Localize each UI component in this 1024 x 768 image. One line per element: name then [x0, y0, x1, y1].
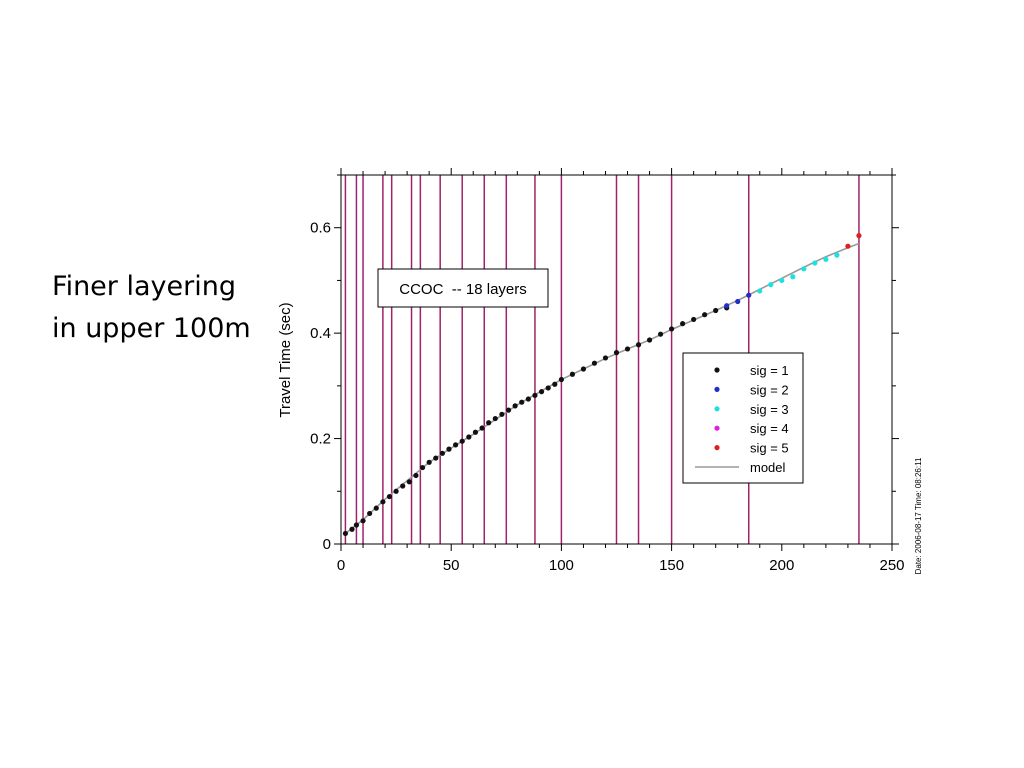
- data-point: [757, 288, 763, 294]
- legend-marker: [714, 386, 720, 392]
- data-point: [486, 420, 492, 426]
- data-point: [635, 342, 642, 348]
- data-point: [845, 243, 851, 249]
- data-point: [812, 260, 818, 266]
- y-tick-label: 0.6: [310, 220, 331, 237]
- legend-label: sig = 5: [750, 441, 789, 456]
- data-point: [569, 371, 576, 377]
- data-point: [680, 321, 686, 327]
- data-point: [406, 479, 412, 485]
- annotation-text: CCOC -- 18 layers: [399, 281, 527, 298]
- data-point: [669, 326, 675, 332]
- data-point: [499, 411, 505, 417]
- annotation-box: CCOC -- 18 layers: [377, 268, 549, 308]
- data-point: [823, 256, 829, 262]
- data-point: [472, 429, 479, 435]
- slide-caption: Finer layering in upper 100m: [52, 266, 251, 350]
- data-points: [342, 233, 862, 537]
- y-tick-label: 0: [323, 536, 331, 553]
- data-point: [624, 346, 631, 352]
- y-tick-label: 0.4: [310, 325, 331, 342]
- legend: sig = 1 sig = 2 sig = 3 sig = 4 sig = 5 model: [682, 352, 804, 484]
- data-point: [545, 385, 551, 391]
- date-stamp: Date: 2006-08-17 Time: 08:26:11: [914, 457, 923, 574]
- data-point: [702, 312, 708, 318]
- data-point: [713, 307, 719, 314]
- data-point: [580, 366, 587, 372]
- data-point: [724, 303, 730, 309]
- data-point: [342, 530, 349, 537]
- x-tick-label: 50: [443, 557, 460, 574]
- data-point: [691, 316, 697, 323]
- data-point: [746, 292, 752, 298]
- x-tick-label: 0: [337, 557, 345, 574]
- legend-label: sig = 4: [750, 421, 789, 436]
- x-tick-label: 250: [879, 557, 904, 574]
- data-point: [466, 434, 472, 440]
- data-point: [453, 442, 459, 448]
- data-point: [360, 518, 366, 524]
- legend-marker: [714, 406, 720, 412]
- data-point: [558, 376, 565, 383]
- data-point: [386, 493, 393, 500]
- data-point: [505, 407, 512, 413]
- legend-label: sig = 1: [750, 363, 789, 378]
- data-point: [613, 350, 620, 356]
- legend-marker: [714, 445, 720, 451]
- data-point: [367, 510, 373, 517]
- data-point: [459, 438, 465, 444]
- data-point: [380, 499, 386, 505]
- data-point: [400, 483, 406, 489]
- legend-label: model: [750, 460, 786, 475]
- x-tick-label: 200: [769, 557, 794, 574]
- data-point: [646, 337, 653, 343]
- data-point: [532, 392, 538, 398]
- x-tick-label: 100: [549, 557, 574, 574]
- data-point: [779, 277, 785, 284]
- tick-labels: 0 50 100 150 200 250 0 0.2 0.4 0.6: [310, 220, 904, 574]
- data-point: [801, 266, 807, 272]
- data-point: [602, 355, 609, 361]
- data-point: [349, 526, 355, 532]
- data-point: [393, 488, 399, 494]
- data-point: [419, 464, 426, 471]
- data-point: [834, 252, 840, 258]
- y-axis-label: Travel Time (sec): [277, 302, 294, 417]
- data-point: [790, 274, 796, 280]
- data-point: [353, 522, 360, 528]
- y-tick-label: 0.2: [310, 431, 331, 448]
- data-point: [552, 381, 558, 387]
- legend-marker: [714, 367, 720, 373]
- data-point: [735, 298, 741, 305]
- legend-label: sig = 2: [750, 382, 789, 397]
- data-point: [373, 505, 379, 511]
- data-point: [492, 415, 498, 422]
- caption-line-1: Finer layering: [52, 271, 236, 302]
- data-point: [433, 455, 439, 461]
- data-point: [439, 450, 445, 456]
- legend-label: sig = 3: [750, 402, 789, 417]
- data-point: [538, 389, 545, 395]
- data-point: [426, 459, 432, 465]
- caption-line-2: in upper 100m: [52, 313, 251, 344]
- plot-frame: [340, 174, 893, 545]
- x-tick-label: 150: [659, 557, 684, 574]
- data-point: [525, 396, 531, 402]
- data-point: [657, 331, 664, 337]
- data-point: [413, 472, 419, 479]
- legend-marker: [714, 425, 720, 431]
- data-point: [856, 233, 862, 239]
- data-point: [479, 425, 485, 431]
- axis-ticks: [334, 168, 899, 551]
- data-point: [519, 399, 525, 405]
- data-point: [512, 403, 518, 409]
- data-point: [768, 282, 774, 288]
- data-point: [591, 360, 598, 366]
- data-point: [446, 446, 452, 452]
